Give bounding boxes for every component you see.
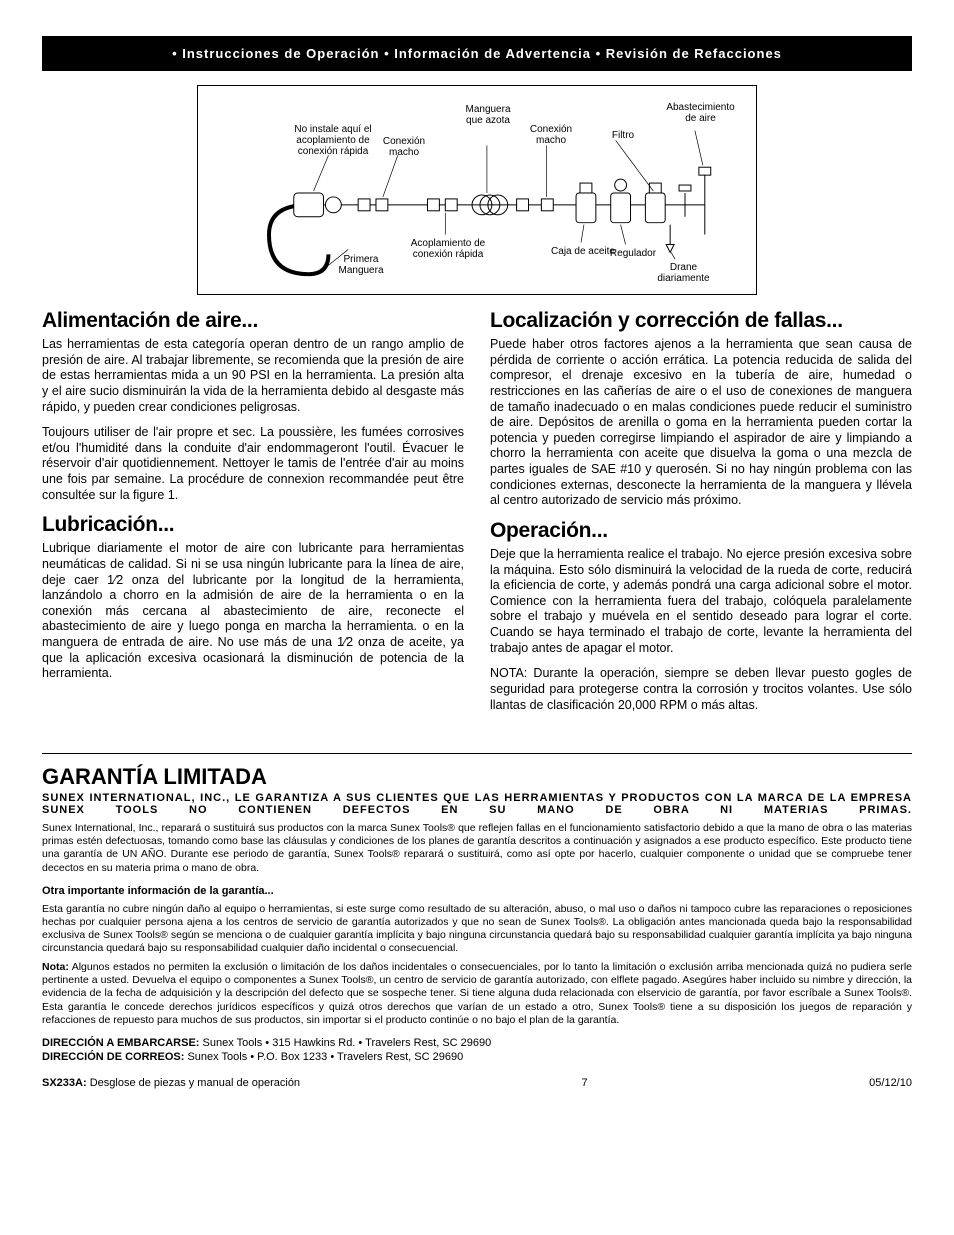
heading-alimentacion: Alimentación de aire... <box>42 309 464 333</box>
addr1-label: DIRECCIÓN A EMBARCARSE: <box>42 1037 199 1049</box>
divider-line <box>42 753 912 754</box>
nota-label: Nota: <box>42 961 69 973</box>
diagram-label-drane: Dranediariamente <box>646 262 721 284</box>
diagram-label-regulador: Regulador <box>603 248 663 259</box>
left-column: Alimentación de aire... Las herramientas… <box>42 309 464 723</box>
address-ship: DIRECCIÓN A EMBARCARSE: Sunex Tools • 31… <box>42 1037 912 1049</box>
page-footer: SX233A: Desglose de piezas y manual de o… <box>42 1077 912 1089</box>
diagram-container: Mangueraque azota No instale aquí elacop… <box>42 85 912 295</box>
footer-model: SX233A: <box>42 1077 87 1089</box>
warranty-sub: SUNEX INTERNATIONAL, INC., LE GARANTIZA … <box>42 792 912 816</box>
para-lubricacion-1: Lubrique diariamente el motor de aire co… <box>42 541 464 682</box>
footer-model-desc: Desglose de piezas y manual de operación <box>87 1077 300 1089</box>
addr1-text: Sunex Tools • 315 Hawkins Rd. • Traveler… <box>199 1037 491 1049</box>
two-column-body: Alimentación de aire... Las herramientas… <box>42 309 912 723</box>
heading-localizacion: Localización y corrección de fallas... <box>490 309 912 333</box>
diagram-label-filtro: Filtro <box>603 130 643 141</box>
warranty-p1: Sunex International, Inc., reparará o su… <box>42 822 912 875</box>
addr2-label: DIRECCIÓN DE CORREOS: <box>42 1051 184 1063</box>
footer-page-number: 7 <box>582 1077 588 1089</box>
diagram-label-manguera-azota: Mangueraque azota <box>453 104 523 126</box>
right-column: Localización y corrección de fallas... P… <box>490 309 912 723</box>
para-localizacion-1: Puede haber otros factores ajenos a la h… <box>490 337 912 509</box>
warranty-p3: Nota: Algunos estados no permiten la exc… <box>42 961 912 1027</box>
addr2-text: Sunex Tools • P.O. Box 1233 • Travelers … <box>184 1051 463 1063</box>
heading-lubricacion: Lubricación... <box>42 513 464 537</box>
footer-left: SX233A: Desglose de piezas y manual de o… <box>42 1077 300 1089</box>
para-operacion-1: Deje que la herramienta realice el traba… <box>490 547 912 656</box>
diagram-label-conexion-macho-1: Conexiónmacho <box>376 136 432 158</box>
air-supply-diagram: Mangueraque azota No instale aquí elacop… <box>197 85 757 295</box>
diagram-label-primera-manguera: PrimeraManguera <box>326 254 396 276</box>
diagram-label-acoplamiento: Acoplamiento deconexión rápida <box>398 238 498 260</box>
warranty-p3-text: Algunos estados no permiten la exclusión… <box>42 961 912 1026</box>
footer-date: 05/12/10 <box>869 1077 912 1089</box>
diagram-label-abastecimiento: Abastecimientode aire <box>653 102 748 124</box>
heading-operacion: Operación... <box>490 519 912 543</box>
warranty-p2: Esta garantía no cubre ningún daño al eq… <box>42 903 912 956</box>
para-alimentacion-1: Las herramientas de esta categoría opera… <box>42 337 464 415</box>
para-alimentacion-2: Toujours utiliser de l'air propre et sec… <box>42 425 464 503</box>
heading-garantia: GARANTÍA LIMITADA <box>42 764 912 790</box>
para-operacion-2: NOTA: Durante la operación, siempre se d… <box>490 666 912 713</box>
warranty-otra-heading: Otra importante información de la garant… <box>42 885 912 897</box>
header-banner: • Instrucciones de Operación • Informaci… <box>42 36 912 71</box>
diagram-label-no-instale: No instale aquí elacoplamiento deconexió… <box>278 124 388 157</box>
diagram-label-conexion-macho-2: Conexiónmacho <box>523 124 579 146</box>
address-mail: DIRECCIÓN DE CORREOS: Sunex Tools • P.O.… <box>42 1051 912 1063</box>
